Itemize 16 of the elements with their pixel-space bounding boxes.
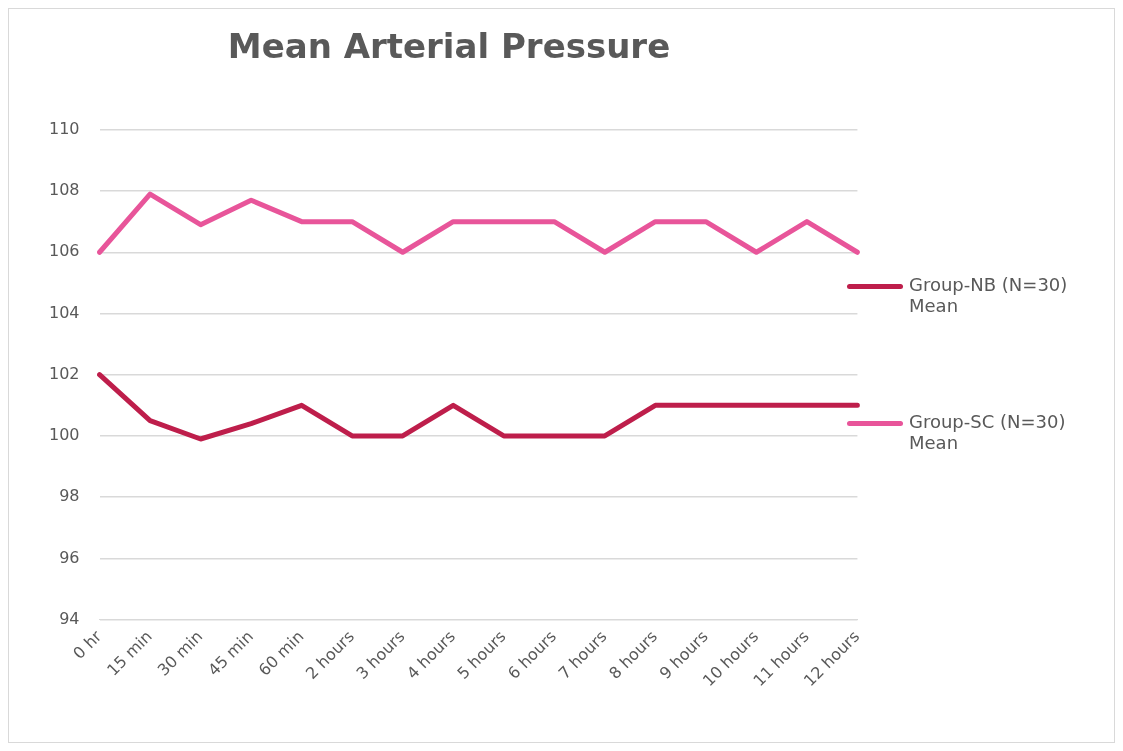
x-tick-label: 15 min — [103, 626, 156, 680]
y-tick-label: 100 — [48, 425, 80, 445]
x-tick-label: 30 min — [153, 626, 207, 680]
y-tick-label: 94 — [59, 608, 80, 628]
y-tick-label: 96 — [59, 547, 80, 567]
chart-title: Mean Arterial Pressure — [227, 26, 671, 67]
y-tick-label: 108 — [48, 180, 80, 200]
legend-label: Group-SC (N=30) Mean — [909, 411, 1067, 453]
y-tick-label: 104 — [48, 302, 80, 322]
x-tick-label: 0 hr — [69, 626, 106, 663]
legend-label: Group-NB (N=30) Mean — [909, 274, 1069, 316]
y-tick-label: 98 — [59, 486, 80, 506]
y-tick-label: 110 — [48, 118, 80, 138]
y-tick-label: 106 — [48, 241, 80, 261]
y-tick-label: 102 — [48, 363, 80, 383]
x-tick-label: 45 min — [204, 626, 257, 680]
